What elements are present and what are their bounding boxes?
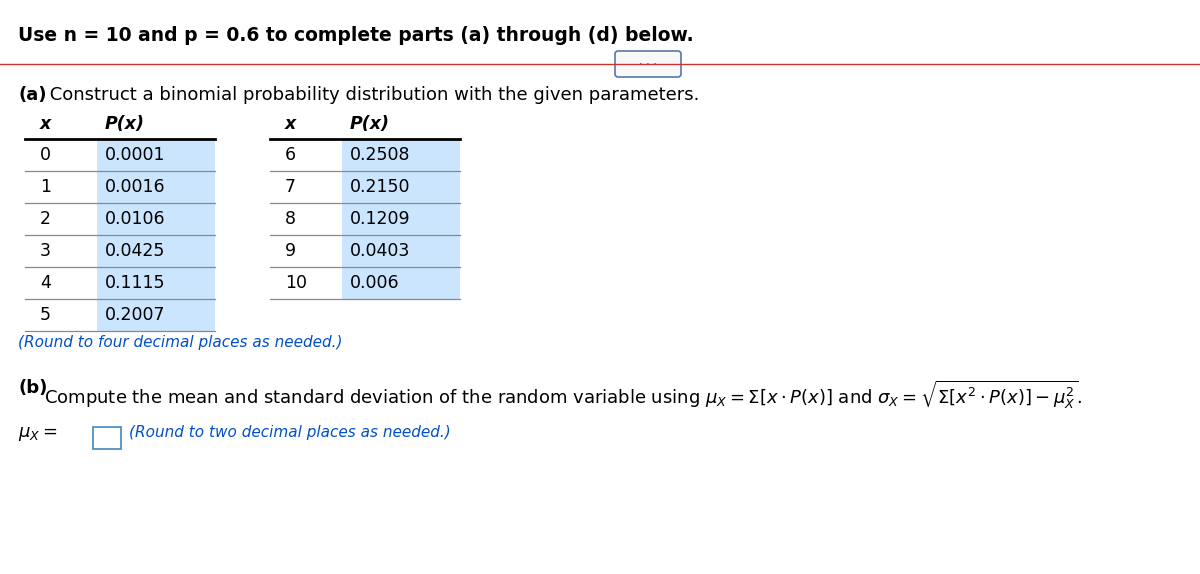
Bar xyxy=(342,235,460,267)
Text: 0.006: 0.006 xyxy=(350,274,400,292)
Text: 4: 4 xyxy=(40,274,50,292)
Bar xyxy=(97,267,215,299)
Text: (Round to four decimal places as needed.): (Round to four decimal places as needed.… xyxy=(18,335,342,350)
Text: P(x): P(x) xyxy=(350,115,390,133)
Text: 2: 2 xyxy=(40,210,50,228)
Text: Compute the mean and standard deviation of the random variable using $\mu_X = \S: Compute the mean and standard deviation … xyxy=(44,379,1082,412)
Text: 0: 0 xyxy=(40,146,50,164)
Text: 8: 8 xyxy=(286,210,296,228)
Bar xyxy=(97,139,215,171)
Text: 9: 9 xyxy=(286,242,296,260)
Text: · · ·: · · · xyxy=(640,59,656,69)
Text: $\mu_X =$: $\mu_X =$ xyxy=(18,425,58,443)
Bar xyxy=(342,267,460,299)
Text: 0.1209: 0.1209 xyxy=(350,210,410,228)
Text: Construct a binomial probability distribution with the given parameters.: Construct a binomial probability distrib… xyxy=(44,86,700,104)
Bar xyxy=(342,139,460,171)
Text: 7: 7 xyxy=(286,178,296,196)
Text: 0.0425: 0.0425 xyxy=(106,242,166,260)
Text: 0.0403: 0.0403 xyxy=(350,242,410,260)
Bar xyxy=(97,171,215,203)
Text: 0.0016: 0.0016 xyxy=(106,178,166,196)
Text: P(x): P(x) xyxy=(106,115,145,133)
Text: x: x xyxy=(286,115,296,133)
Text: 10: 10 xyxy=(286,274,307,292)
FancyBboxPatch shape xyxy=(616,51,682,77)
Bar xyxy=(342,171,460,203)
Text: 0.0106: 0.0106 xyxy=(106,210,166,228)
Bar xyxy=(97,203,215,235)
Text: 5: 5 xyxy=(40,306,50,324)
Text: 0.2150: 0.2150 xyxy=(350,178,410,196)
Text: (a): (a) xyxy=(18,86,47,104)
Bar xyxy=(342,203,460,235)
Text: Use n = 10 and p = 0.6 to complete parts (a) through (d) below.: Use n = 10 and p = 0.6 to complete parts… xyxy=(18,26,694,45)
Bar xyxy=(97,299,215,331)
Text: (b): (b) xyxy=(18,379,47,397)
Text: 6: 6 xyxy=(286,146,296,164)
Text: x: x xyxy=(40,115,52,133)
Bar xyxy=(94,427,121,449)
Text: 0.1115: 0.1115 xyxy=(106,274,166,292)
Text: 0.2007: 0.2007 xyxy=(106,306,166,324)
Text: 3: 3 xyxy=(40,242,50,260)
Text: 0.2508: 0.2508 xyxy=(350,146,410,164)
Text: (Round to two decimal places as needed.): (Round to two decimal places as needed.) xyxy=(130,425,451,440)
Bar xyxy=(97,235,215,267)
Text: 0.0001: 0.0001 xyxy=(106,146,166,164)
Text: 1: 1 xyxy=(40,178,50,196)
